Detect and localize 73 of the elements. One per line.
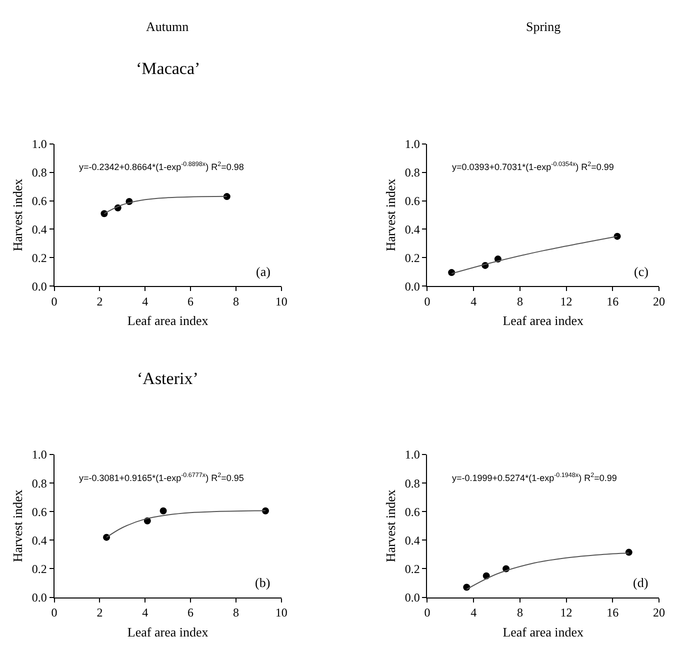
- y-tick-label: 0.2: [32, 562, 47, 576]
- point: [223, 193, 230, 200]
- annotation: (c): [634, 264, 648, 279]
- annotation: (a): [256, 264, 270, 279]
- y-tick-label: 0.4: [32, 222, 47, 236]
- point: [448, 269, 456, 276]
- annotation: (b): [255, 575, 270, 590]
- y-tick-label: 0.4: [404, 533, 420, 548]
- chart-title: ‘Asterix’: [137, 369, 198, 388]
- y-tick-label: 0.4: [32, 533, 47, 548]
- y-tick-label: 0.8: [404, 166, 420, 180]
- y-tick-label: 0.2: [32, 250, 47, 265]
- x-axis-title: Leaf area index: [127, 313, 209, 328]
- x-tick-label: 8: [232, 606, 239, 620]
- x-tick-label: 0: [424, 606, 430, 620]
- x-tick-label: 12: [560, 606, 572, 620]
- x-axis-title: Leaf area index: [127, 624, 209, 640]
- x-tick-label: 8: [516, 606, 523, 620]
- annotation: y=-0.1999+0.5274*(1-exp$^{-0.1948x}$) R$^{2}$=0.99: [452, 472, 617, 483]
- x-axis-title: Leaf area index: [502, 624, 584, 640]
- x-tick-label: 4: [142, 606, 148, 620]
- annotation: y=-0.3081+0.9165*(1-exp$^{-0.6777x}$) R$^{2}$=0.95: [79, 472, 244, 483]
- x-tick-label: 6: [188, 294, 194, 308]
- annotation: y=-0.2342+0.8664*(1-exp$^{-0.8898x}$) R$^{2}$=0.98: [79, 161, 244, 172]
- y-tick-label: 0.0: [32, 279, 47, 294]
- y-tick-label: 0.2: [404, 562, 420, 576]
- y-tick-label: 0.6: [404, 194, 420, 208]
- x-tick-label: 2: [96, 294, 103, 308]
- y-axis-title: Harvest index: [382, 178, 398, 252]
- x-tick-label: 10: [275, 606, 288, 620]
- x-tick-label: 6: [188, 606, 194, 620]
- y-tick-label: 0.8: [404, 476, 420, 490]
- x-tick-label: 20: [653, 606, 666, 620]
- annotation: y=0.0393+0.7031*(1-exp$^{-0.0354x}$) R$^{2}$=0.99: [452, 161, 614, 172]
- chart-title: ‘Macaca’: [136, 59, 200, 78]
- y-tick-label: 0.6: [32, 504, 47, 519]
- text: Autumn: [146, 19, 190, 34]
- point: [262, 507, 269, 514]
- y-tick-label: 0.8: [32, 166, 47, 180]
- x-tick-label: 16: [606, 294, 619, 308]
- y-axis-title: Harvest index: [10, 178, 25, 252]
- point: [103, 534, 110, 541]
- x-tick-label: 2: [96, 606, 103, 620]
- y-tick-label: 0.0: [404, 590, 420, 604]
- y-tick-label: 0.8: [32, 476, 47, 490]
- y-tick-label: 0.4: [404, 222, 420, 236]
- x-tick-label: 20: [653, 294, 666, 308]
- x-tick-label: 4: [470, 606, 477, 620]
- y-axis-title: Harvest index: [10, 489, 25, 562]
- text: Spring: [526, 19, 562, 34]
- x-tick-label: 10: [275, 294, 288, 308]
- x-tick-label: 4: [142, 294, 148, 308]
- x-tick-label: 12: [560, 294, 572, 308]
- y-axis-title: Harvest index: [382, 489, 398, 562]
- y-tick-label: 1.0: [404, 448, 420, 462]
- y-tick-label: 1.0: [404, 137, 420, 152]
- y-tick-label: 0.0: [32, 590, 47, 604]
- annotation: (d): [633, 575, 648, 590]
- y-tick-label: 1.0: [32, 448, 47, 462]
- x-tick-label: 0: [51, 606, 58, 620]
- y-tick-label: 1.0: [32, 137, 47, 152]
- point: [160, 507, 167, 514]
- x-tick-label: 8: [516, 294, 523, 308]
- x-tick-label: 4: [470, 294, 477, 308]
- x-tick-label: 0: [51, 294, 58, 308]
- x-tick-label: 16: [606, 606, 619, 620]
- y-tick-label: 0.0: [404, 279, 420, 294]
- y-tick-label: 0.6: [32, 194, 47, 208]
- y-tick-label: 0.6: [404, 504, 420, 519]
- x-tick-label: 0: [424, 294, 430, 308]
- x-tick-label: 8: [232, 294, 239, 308]
- y-tick-label: 0.2: [404, 250, 420, 265]
- x-axis-title: Leaf area index: [502, 313, 584, 328]
